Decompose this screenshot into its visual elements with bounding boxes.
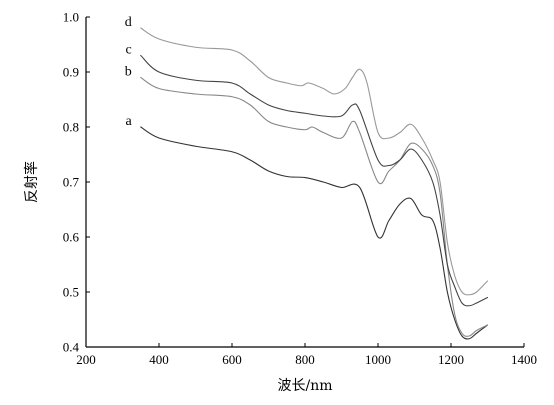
series-line-c [140,54,489,307]
x-tick-label: 1200 [438,352,464,367]
series-line-a [140,126,489,340]
series-label-a: a [126,114,133,129]
y-ticks: 0.4 0.5 0.6 0.7 0.8 0.9 1.0 [63,10,90,355]
series-group [140,27,489,340]
x-axis-title: 波长/nm [277,378,332,394]
x-tick-label: 200 [76,352,96,367]
x-tick-label: 1000 [365,352,391,367]
y-tick-label: 1.0 [63,10,79,25]
series-label-c: c [126,43,132,58]
y-tick-label: 0.4 [63,340,80,355]
x-tick-label: 600 [222,352,242,367]
series-label-d: d [125,15,132,30]
x-tick-label: 800 [295,352,315,367]
y-tick-label: 0.5 [63,285,79,300]
series-labels: a bcd [125,15,133,129]
y-tick-label: 0.8 [63,120,79,135]
series-line-d [140,27,489,296]
x-tick-label: 400 [149,352,169,367]
series-label-b: b [125,65,132,80]
x-tick-label: 1400 [511,352,537,367]
x-ticks: 200 400 600 800 1000 1200 1400 [76,343,537,367]
y-axis-title: 反射率 [23,161,40,203]
y-tick-label: 0.7 [63,175,80,190]
series-line-b [140,76,489,337]
y-tick-label: 0.9 [63,65,79,80]
y-tick-label: 0.6 [63,230,80,245]
